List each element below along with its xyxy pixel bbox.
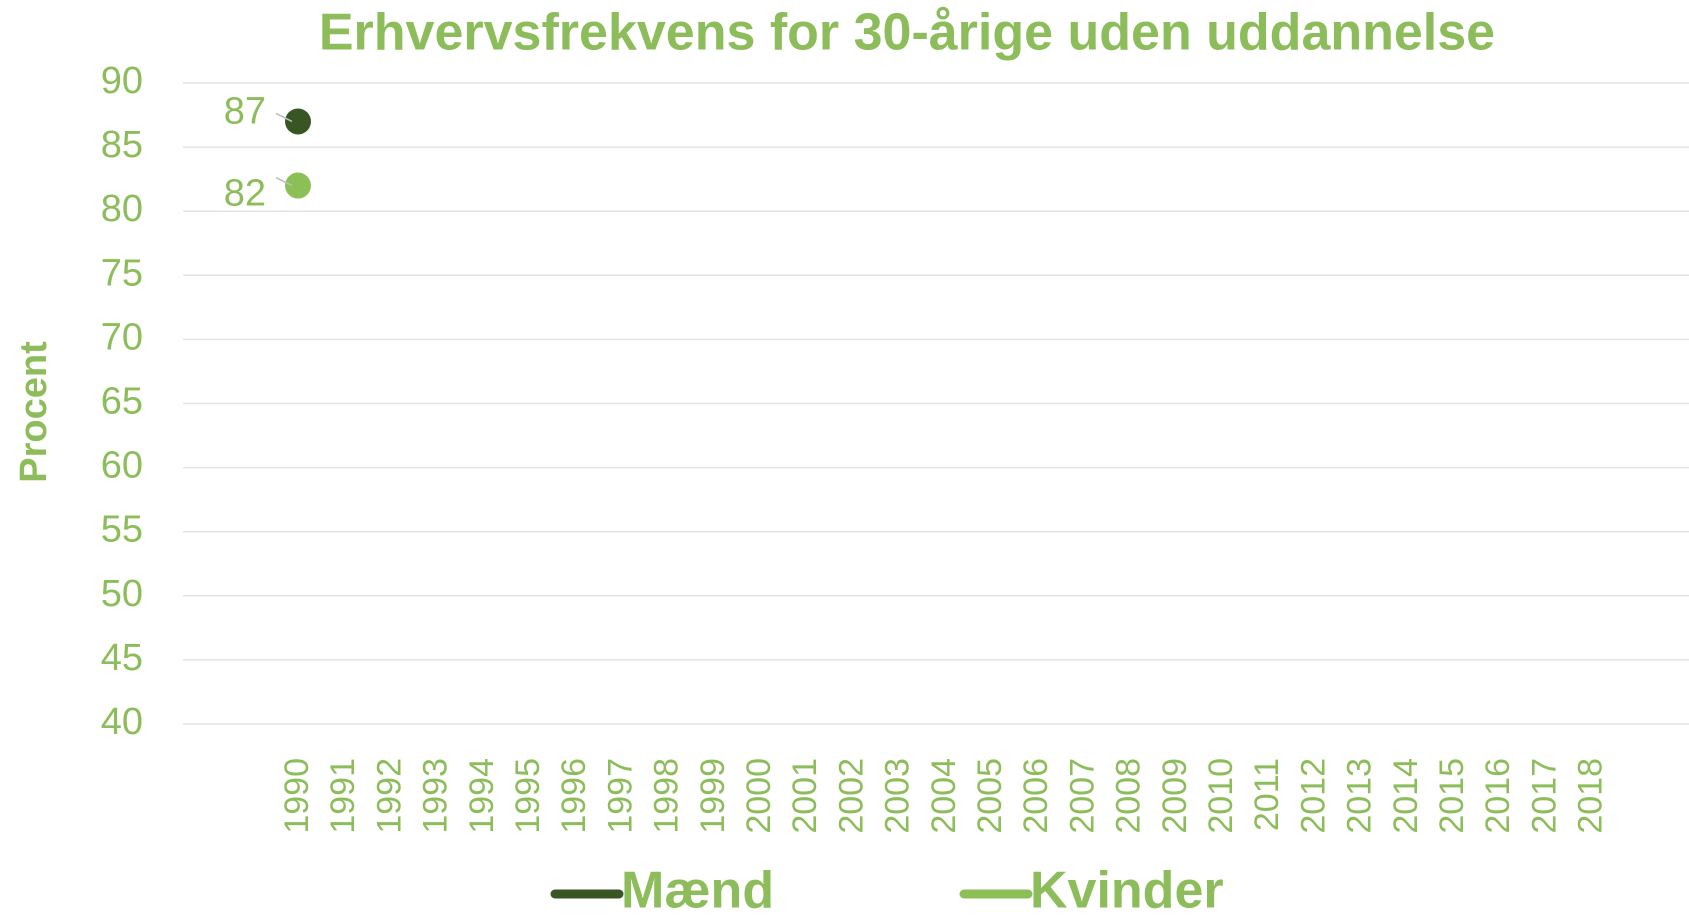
y-tick-label: 85: [101, 124, 143, 166]
x-tick-label: 2005: [971, 758, 1009, 834]
x-tick-label: 2008: [1110, 758, 1148, 834]
x-tick-label: 2003: [879, 758, 917, 834]
x-tick-label: 2001: [786, 758, 824, 834]
y-axis-title: Procent: [13, 341, 55, 483]
data-point: [285, 108, 311, 135]
x-tick-label: 1990: [278, 758, 316, 834]
x-tick-label: 2014: [1387, 758, 1425, 834]
x-tick-label: 2009: [1156, 758, 1194, 834]
y-tick-label: 55: [101, 509, 143, 551]
y-tick-label: 50: [101, 573, 143, 615]
chart-title: Erhvervsfrekvens for 30-årige uden uddan…: [319, 4, 1495, 62]
x-tick-label: 1997: [601, 758, 639, 834]
x-tick-label: 1996: [555, 758, 593, 834]
x-tick-label: 2000: [740, 758, 778, 834]
x-tick-label: 1999: [694, 758, 732, 834]
x-tick-label: 2006: [1017, 758, 1055, 834]
x-tick-label: 2002: [832, 758, 870, 834]
x-tick-label: 1993: [417, 758, 455, 834]
y-tick-label: 80: [101, 188, 143, 230]
x-tick-label: 2015: [1433, 758, 1471, 834]
x-tick-label: 1992: [370, 758, 408, 834]
y-tick-label: 45: [101, 637, 143, 679]
x-tick-label: 2017: [1525, 758, 1563, 834]
x-tick-label: 2012: [1294, 758, 1332, 834]
data-label: 87: [224, 90, 266, 132]
x-tick-label: 2007: [1063, 758, 1101, 834]
x-tick-label: 2018: [1572, 758, 1610, 834]
x-tick-label: 2016: [1479, 758, 1517, 834]
y-tick-label: 60: [101, 445, 143, 487]
x-tick-label: 2010: [1202, 758, 1240, 834]
y-tick-label: 70: [101, 316, 143, 358]
label-leader: [275, 176, 293, 187]
y-tick-label: 65: [101, 381, 143, 423]
y-tick-label: 75: [101, 252, 143, 294]
x-tick-label: 2013: [1341, 758, 1379, 834]
label-leader: [275, 112, 293, 123]
data-point: [285, 172, 311, 199]
data-label: 82: [224, 173, 266, 215]
y-tick-label: 40: [101, 701, 143, 743]
x-tick-label: 1994: [463, 758, 501, 834]
x-tick-label: 1998: [648, 758, 686, 834]
x-tick-label: 2004: [925, 758, 963, 834]
legend-label: Mænd: [621, 862, 774, 918]
x-tick-label: 1995: [509, 758, 547, 834]
legend-label: Kvinder: [1030, 862, 1224, 918]
x-tick-label: 1991: [324, 758, 362, 834]
x-tick-label: 2011: [1248, 758, 1286, 831]
y-tick-label: 90: [101, 60, 143, 102]
